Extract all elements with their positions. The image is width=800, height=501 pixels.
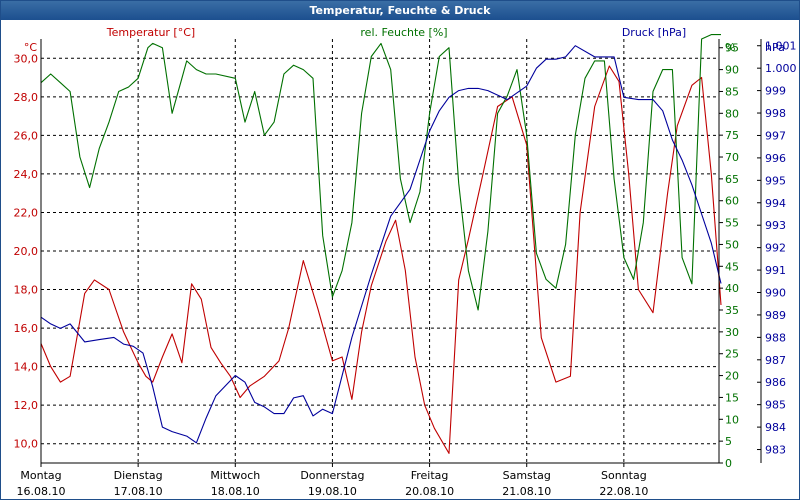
x-tick-date-label: 21.08.10 [502, 485, 551, 498]
pressure-tick-label: 999 [765, 85, 786, 98]
humidity-tick-label: 85 [725, 85, 739, 98]
x-tick-date-label: 18.08.10 [211, 485, 260, 498]
temperature-axis-title: Temperatur [°C] [106, 26, 195, 39]
humidity-tick-label: 75 [725, 129, 739, 142]
humidity-tick-label: 20 [725, 370, 739, 383]
x-tick-date-label: 19.08.10 [308, 485, 357, 498]
x-tick-day-label: Donnerstag [300, 469, 364, 482]
x-tick-date-label: 20.08.10 [405, 485, 454, 498]
pressure-tick-label: 984 [765, 421, 786, 434]
pressure-tick-label: 995 [765, 174, 786, 187]
pressure-series-line [40, 45, 722, 444]
temperature-tick-label: 26,0 [14, 129, 39, 142]
temperature-tick-label: 30,0 [14, 52, 39, 65]
pressure-tick-label: 1.000 [765, 62, 797, 75]
humidity-tick-label: 15 [725, 391, 739, 404]
humidity-tick-label: 0 [725, 457, 732, 470]
x-tick-date-label: 17.08.10 [114, 485, 163, 498]
pressure-tick-label: 996 [765, 152, 786, 165]
x-tick-date-label: 16.08.10 [17, 485, 66, 498]
pressure-tick-label: 983 [765, 444, 786, 457]
pressure-tick-label: 992 [765, 242, 786, 255]
humidity-unit-label: % [725, 41, 735, 54]
humidity-series-line [40, 34, 721, 311]
humidity-tick-label: 70 [725, 151, 739, 164]
x-tick-day-label: Samstag [503, 469, 551, 482]
pressure-unit-label: hPa [765, 41, 785, 54]
humidity-tick-label: 40 [725, 282, 739, 295]
x-tick-day-label: Montag [20, 469, 61, 482]
humidity-tick-label: 30 [725, 326, 739, 339]
humidity-tick-label: 50 [725, 238, 739, 251]
x-tick-day-label: Mittwoch [210, 469, 260, 482]
temperature-tick-label: 28,0 [14, 91, 39, 104]
temperature-tick-label: 24,0 [14, 168, 39, 181]
humidity-tick-label: 60 [725, 195, 739, 208]
pressure-tick-label: 990 [765, 287, 786, 300]
pressure-tick-label: 1.001 [765, 40, 797, 53]
temperature-tick-label: 14,0 [14, 361, 39, 374]
pressure-tick-label: 987 [765, 354, 786, 367]
pressure-tick-label: 991 [765, 264, 786, 277]
humidity-tick-label: 35 [725, 304, 739, 317]
temperature-tick-label: 18,0 [14, 284, 39, 297]
humidity-tick-label: 95 [725, 42, 739, 55]
humidity-axis-title: rel. Feuchte [%] [360, 26, 447, 39]
pressure-tick-label: 989 [765, 309, 786, 322]
temperature-unit-label: °C [24, 41, 38, 54]
pressure-tick-label: 998 [765, 107, 786, 120]
temperature-tick-label: 16,0 [14, 322, 39, 335]
humidity-tick-label: 25 [725, 348, 739, 361]
x-tick-day-label: Dienstag [114, 469, 163, 482]
pressure-tick-label: 986 [765, 376, 786, 389]
pressure-tick-label: 985 [765, 399, 786, 412]
series-lines [40, 34, 722, 454]
axes: 10,0 12,0 14,0 16,0 18,0 20,0 22,0 24,0 26,0 28,0… [14, 26, 797, 498]
temperature-series-line [40, 65, 722, 454]
x-tick-day-label: Freitag [411, 469, 449, 482]
x-tick-date-label: 22.08.10 [599, 485, 648, 498]
temperature-tick-label: 22,0 [14, 206, 39, 219]
humidity-tick-label: 5 [725, 435, 732, 448]
pressure-axis-title: Druck [hPa] [622, 26, 686, 39]
pressure-tick-label: 994 [765, 197, 786, 210]
temperature-tick-label: 12,0 [14, 399, 39, 412]
pressure-tick-label: 993 [765, 219, 786, 232]
humidity-tick-label: 55 [725, 217, 739, 230]
humidity-tick-label: 10 [725, 413, 739, 426]
pressure-tick-label: 997 [765, 129, 786, 142]
humidity-tick-label: 80 [725, 107, 739, 120]
temperature-tick-label: 20,0 [14, 245, 39, 258]
humidity-tick-label: 90 [725, 64, 739, 77]
humidity-tick-label: 45 [725, 260, 739, 273]
temperature-tick-label: 10,0 [14, 438, 39, 451]
pressure-tick-label: 988 [765, 331, 786, 344]
humidity-tick-label: 65 [725, 173, 739, 186]
x-tick-day-label: Sonntag [601, 469, 647, 482]
window-title: Temperatur, Feuchte & Druck [1, 1, 799, 20]
